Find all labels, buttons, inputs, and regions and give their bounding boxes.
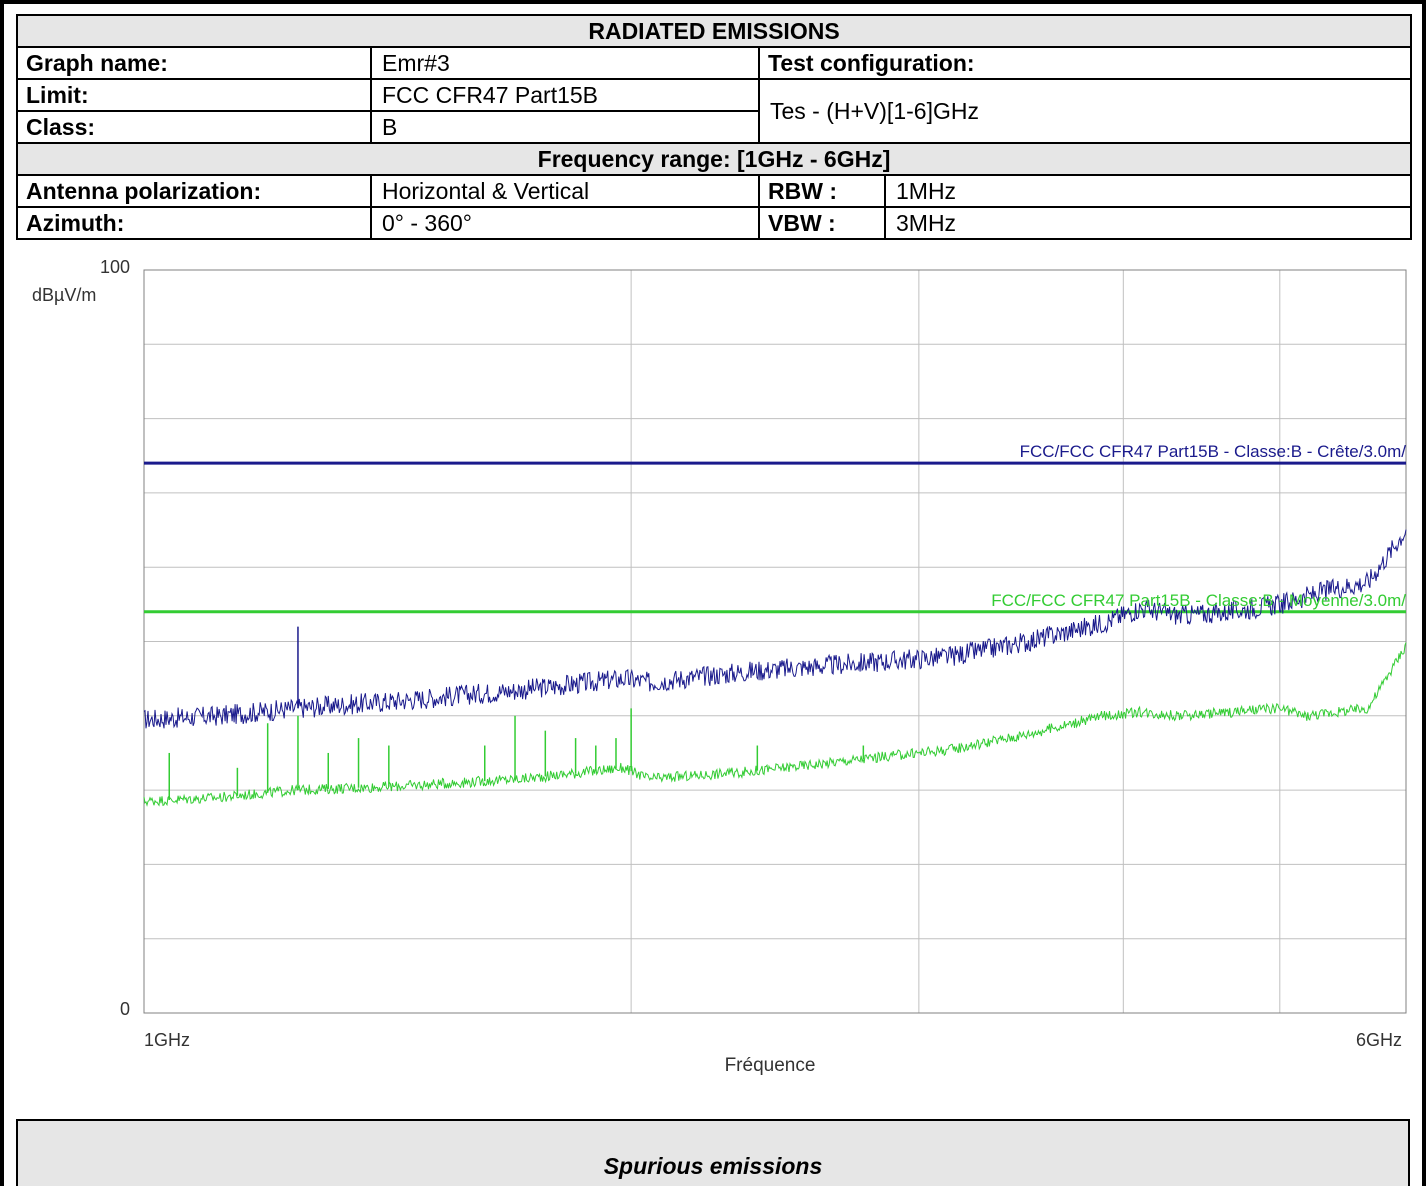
class-value: B [370, 110, 760, 144]
series-line-average [143, 642, 1407, 807]
chart-canvas: 100 dBµV/m 0 1GHz 6GHz Fréquence FCC/FCC… [32, 257, 1407, 1076]
graph-name-value: Emr#3 [370, 46, 760, 80]
series-layer [143, 529, 1407, 807]
vbw-value: 3MHz [883, 206, 1413, 240]
axis-text-layer: 100 dBµV/m 0 1GHz 6GHz Fréquence FCC/FCC… [32, 257, 1406, 1076]
emissions-chart: 100 dBµV/m 0 1GHz 6GHz Fréquence FCC/FCC… [16, 253, 1410, 1119]
spike-layer [168, 626, 865, 801]
plot-area-frame [143, 269, 1407, 1014]
test-info-table: RADIATED EMISSIONS Graph name: Emr#3 Tes… [15, 14, 1413, 240]
series-line-peak [143, 529, 1407, 729]
y-axis-label: dBµV/m [32, 285, 96, 305]
frame-left-border [0, 0, 4, 1186]
limit-label: Limit: [16, 78, 372, 112]
test-config-value: Tes - (H+V)[1-6]GHz [757, 78, 1413, 144]
report-title: RADIATED EMISSIONS [15, 14, 1413, 48]
limit-label-average: FCC/FCC CFR47 Part15B - Classe:B - Moyen… [991, 591, 1406, 610]
azimuth-label: Azimuth: [16, 206, 372, 240]
azimuth-value: 0° - 360° [370, 206, 760, 240]
y-tick-label-top: 100 [100, 257, 130, 277]
footer-band: Spurious emissions [16, 1119, 1410, 1186]
class-label: Class: [16, 110, 372, 144]
x-axis-label: Fréquence [725, 1055, 816, 1076]
rbw-value: 1MHz [883, 174, 1413, 208]
frequency-range: Frequency range: [1GHz - 6GHz] [15, 142, 1413, 176]
limit-label-peak: FCC/FCC CFR47 Part15B - Classe:B - Crête… [1020, 442, 1407, 461]
limit-lines [144, 461, 1406, 614]
graph-name-label: Graph name: [16, 46, 372, 80]
frame-top-border [0, 0, 1426, 4]
vbw-label: VBW : [758, 206, 886, 240]
x-tick-label-left: 1GHz [144, 1030, 190, 1050]
frame-right-border [1422, 0, 1426, 1186]
antenna-value: Horizontal & Vertical [370, 174, 760, 208]
x-tick-label-right: 6GHz [1356, 1030, 1402, 1050]
grid-layer [144, 270, 1406, 1013]
limit-value: FCC CFR47 Part15B [370, 78, 760, 112]
antenna-label: Antenna polarization: [16, 174, 372, 208]
footer-label: Spurious emissions [603, 1153, 823, 1179]
y-tick-label-bottom: 0 [120, 999, 130, 1019]
rbw-label: RBW : [758, 174, 886, 208]
test-config-label: Test configuration: [757, 46, 1413, 80]
